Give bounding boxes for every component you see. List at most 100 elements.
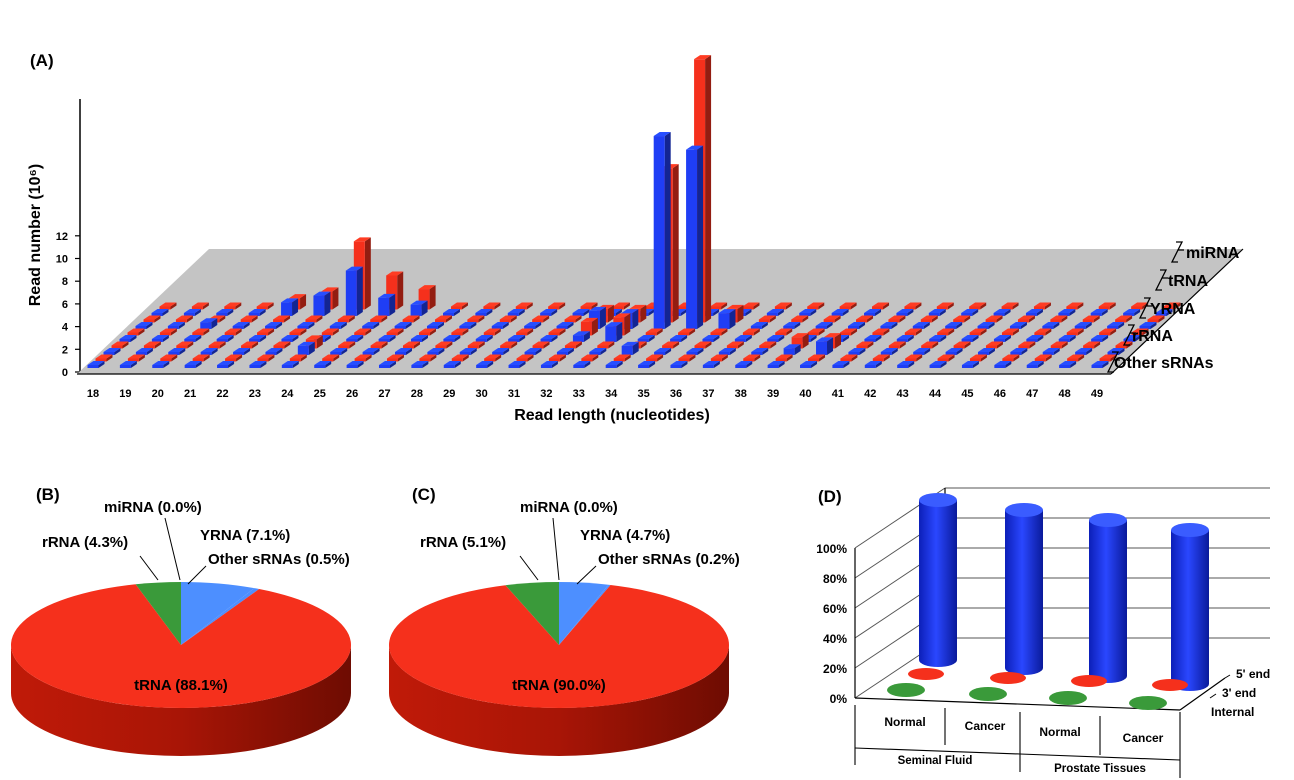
panel-a-bar	[556, 322, 574, 329]
panel-a-bar	[929, 361, 947, 368]
panel-a-bar	[394, 348, 412, 355]
panel-a-bar	[434, 315, 452, 323]
panel-a-bar	[888, 341, 906, 349]
panel-a-bar	[742, 302, 760, 310]
panel-a-x-tick-label: 22	[216, 388, 228, 400]
panel-a-bar	[686, 348, 704, 355]
panel-a-x-tick-label: 39	[767, 388, 779, 400]
panel-d-group-line	[854, 747, 1021, 755]
panel-a-bar	[913, 348, 931, 355]
panel-a-bar	[993, 309, 1011, 316]
panel-a-bar	[499, 315, 517, 323]
panel-d-group-line	[1019, 753, 1181, 761]
panel-a-bar	[337, 315, 355, 323]
panel-a-bar	[961, 361, 979, 368]
panel-a-bar	[249, 335, 267, 342]
panel-a-bar	[103, 348, 121, 355]
panel-d-chart: (D) 0% 20% 40% 60% 80% 100% Normal Cancer Normal…	[816, 487, 1270, 778]
panel-a-x-tick-label: 35	[637, 388, 649, 400]
panel-a-bar	[532, 341, 550, 349]
panel-a-bar	[167, 322, 185, 329]
panel-a-bar	[799, 309, 817, 316]
panel-a-bar	[1066, 328, 1084, 336]
panel-a-x-tick-label: 28	[411, 388, 423, 400]
panel-a-bar	[1042, 322, 1060, 329]
panel-a-bar	[160, 354, 178, 362]
pie-label-trna: tRNA (90.0%)	[512, 677, 606, 694]
panel-a-bar	[856, 315, 874, 323]
panel-a-x-tick-label: 32	[540, 388, 552, 400]
panel-a-bar	[816, 337, 834, 355]
panel-a-bar	[1083, 341, 1101, 349]
panel-a-bar	[378, 361, 396, 368]
panel-a-bar	[597, 341, 615, 349]
panel-a-bar	[742, 328, 760, 336]
panel-a-bar	[1018, 341, 1036, 349]
panel-a-bar	[143, 341, 161, 349]
panel-a-bar	[1058, 335, 1076, 342]
panel-a-bar	[200, 348, 218, 355]
panel-a-y-tick-label: 4	[62, 322, 69, 334]
panel-a-bar	[183, 309, 201, 316]
panel-a-bar	[354, 328, 372, 336]
panel-a-bar	[1001, 328, 1019, 336]
panel-a-bar	[443, 335, 461, 342]
panel-a-bar	[937, 354, 955, 362]
panel-a-bar	[192, 354, 210, 362]
panel-a-x-tick-label: 37	[702, 388, 714, 400]
panel-d-disc-3-end	[969, 687, 1007, 701]
panel-d-y-tick-label: 60%	[823, 602, 847, 616]
panel-a-bar	[354, 354, 372, 362]
panel-a-x-tick-label: 27	[378, 388, 390, 400]
panel-a-bar	[338, 341, 356, 349]
panel-d-disc-5-end	[1071, 675, 1107, 687]
panel-a-bar	[410, 335, 428, 342]
panel-a-bar	[224, 328, 242, 336]
panel-a-bar	[759, 341, 777, 349]
panel-a-bar	[508, 361, 526, 368]
panel-a-bar	[152, 361, 170, 368]
panel-a-bar	[418, 285, 436, 310]
panel-a-bar	[184, 335, 202, 342]
panel-a-bar	[1017, 315, 1035, 323]
panel-a-x-tick-label: 38	[735, 388, 747, 400]
panel-a-bar	[750, 322, 768, 329]
panel-a-bar	[1026, 361, 1044, 368]
panel-a-bar	[564, 341, 582, 349]
panel-a-bar	[297, 322, 315, 329]
panel-a-bar	[346, 335, 364, 342]
panel-a-bar	[969, 354, 987, 362]
panel-a-bar	[330, 348, 348, 355]
pie-label-rrna: rRNA (4.3%)	[42, 534, 128, 551]
panel-a-bar	[985, 315, 1003, 323]
pie-leader-line	[576, 565, 597, 585]
panel-d-depth-tick	[1224, 674, 1231, 679]
panel-a-bar	[265, 322, 283, 329]
panel-a-bar	[345, 266, 363, 316]
pie-slice-yrna	[559, 582, 609, 645]
pie-slice-other-srnas	[181, 588, 260, 645]
panel-a-bar	[969, 302, 987, 310]
panel-d-plot: 0% 20% 40% 60% 80% 100% Normal Cancer Normal Canc…	[816, 487, 1270, 778]
panel-a-bar	[775, 328, 793, 336]
panel-a-bar	[638, 361, 656, 368]
panel-a-bar	[95, 354, 113, 362]
panel-a-bar	[427, 348, 445, 355]
panel-a-x-tick-label: 33	[573, 388, 585, 400]
panel-a-x-tick-label: 45	[961, 388, 973, 400]
panel-c-label: (C)	[412, 485, 436, 504]
panel-a-x-tick-label: 25	[314, 388, 326, 400]
panel-a-bar	[1107, 322, 1125, 329]
panel-a-bar	[678, 328, 696, 336]
panel-a-depth-label: Other sRNAs	[1114, 355, 1214, 372]
pie-label-other-srnas: Other sRNAs (0.5%)	[208, 551, 350, 568]
panel-a-bar	[87, 361, 105, 368]
panel-a-bar	[418, 328, 436, 336]
panel-a-bar	[929, 335, 947, 342]
panel-a-x-tick-label: 49	[1091, 388, 1103, 400]
panel-a-bar	[305, 315, 323, 323]
panel-a-x-tick-label: 34	[605, 388, 618, 400]
panel-a-bar	[1002, 354, 1020, 362]
